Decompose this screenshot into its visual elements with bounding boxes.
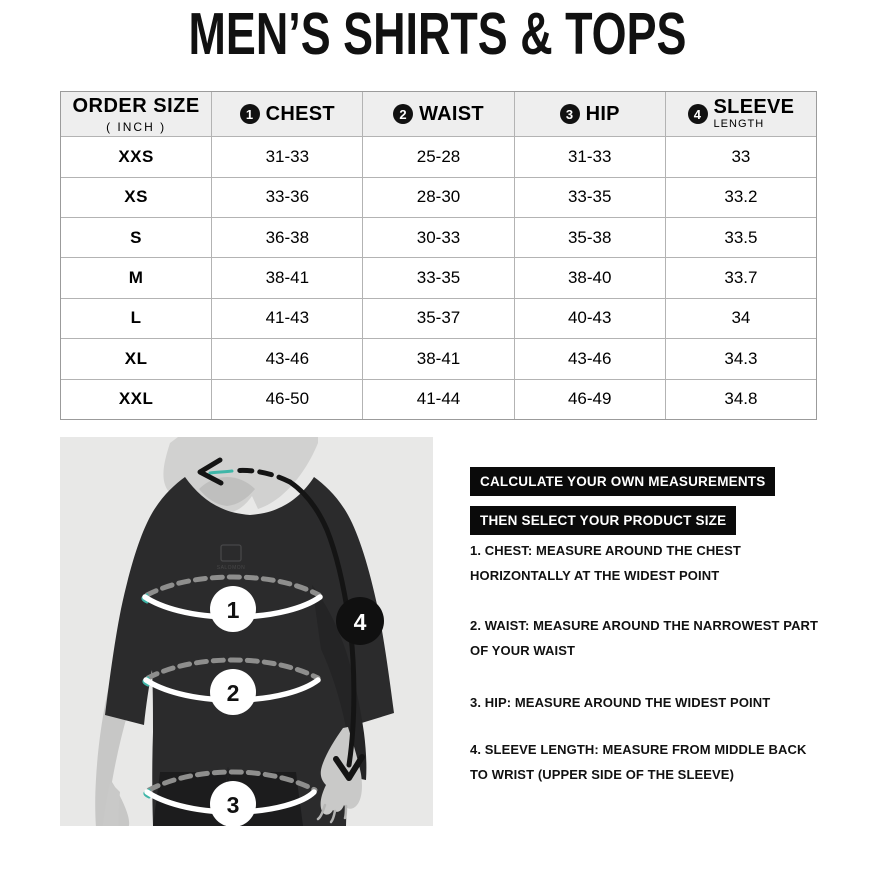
svg-text:1: 1 (227, 597, 240, 623)
svg-text:3: 3 (227, 792, 240, 818)
svg-text:4: 4 (354, 609, 367, 635)
svg-text:SALOMON: SALOMON (217, 565, 246, 571)
svg-text:2: 2 (227, 680, 240, 706)
